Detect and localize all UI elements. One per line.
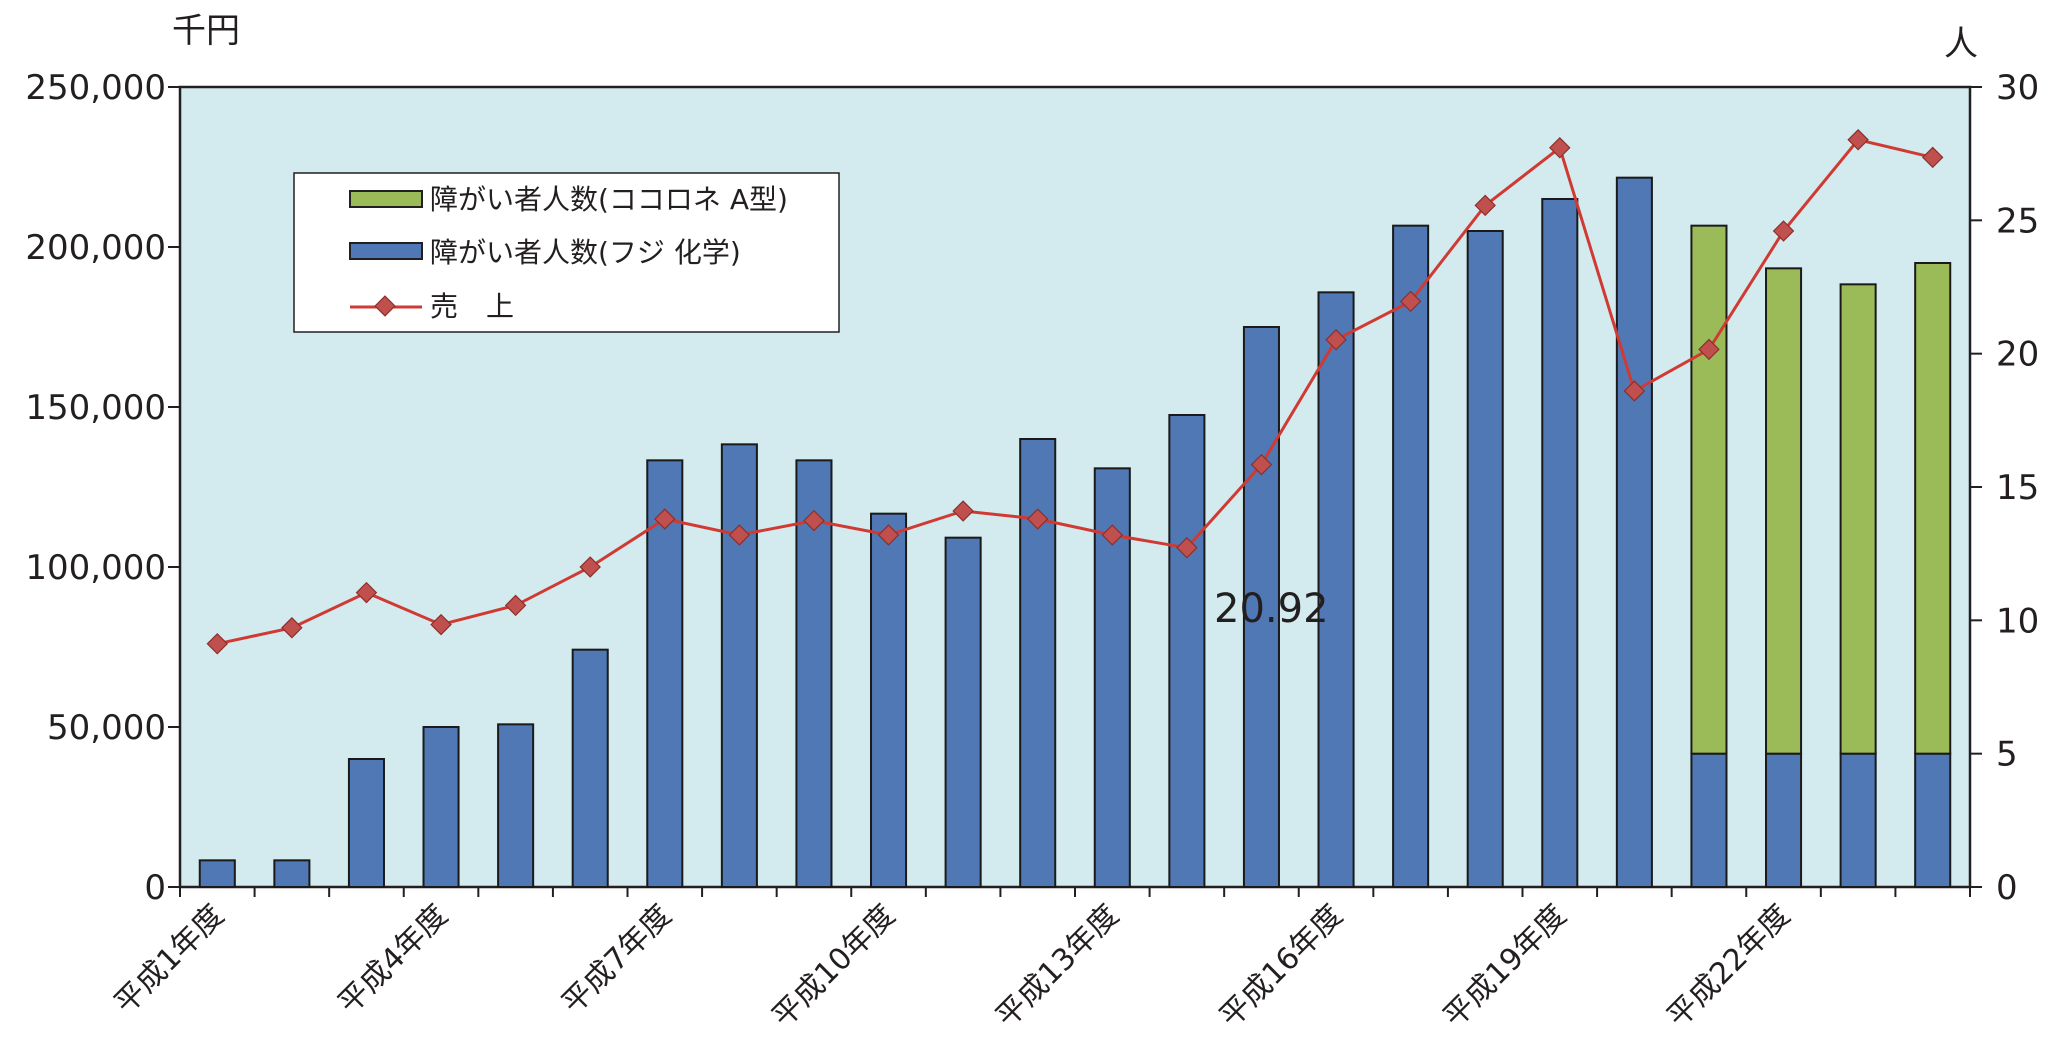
bar-fuji-8	[720, 443, 758, 888]
x-tick-label-16: 平成16年度	[1213, 898, 1350, 1035]
legend-label-sales: 売 上	[430, 290, 514, 323]
sales-point-21	[1698, 338, 1720, 361]
legend-label-kokorone: 障がい者人数(ココロネ A型)	[430, 183, 788, 216]
bar-fuji-1	[198, 859, 236, 888]
bar-kokorone-23	[1839, 283, 1877, 755]
sales-point-14	[1176, 537, 1198, 559]
bar-fuji-9	[795, 459, 833, 888]
bar-fuji-10	[870, 512, 908, 889]
sales-point-19	[1549, 137, 1571, 159]
legend-swatch-fuji	[349, 242, 423, 260]
x-tick-label-22: 平成22年度	[1661, 898, 1798, 1035]
sales-point-13	[1101, 524, 1124, 546]
bar-kokorone-21	[1690, 224, 1728, 755]
sales-point-4	[430, 613, 452, 636]
bar-group	[198, 176, 1952, 889]
bar-kokorone-24	[1914, 262, 1952, 755]
legend-marker-sales	[374, 295, 396, 317]
sales-point-8	[728, 524, 751, 546]
bar-kokorone-22	[1765, 267, 1803, 755]
right-tick-label-4: 20	[1996, 335, 2039, 375]
bar-fuji-19	[1541, 198, 1579, 888]
right-axis: 0 5 10 15 20 25 30	[1970, 68, 2039, 908]
sales-point-18	[1474, 194, 1496, 217]
legend: 障がい者人数(ココロネ A型) 障がい者人数(フジ 化学) 売 上	[293, 172, 840, 333]
sales-line	[216, 138, 1934, 646]
sales-point-17	[1399, 290, 1422, 313]
left-tick-label-5: 250,000	[25, 68, 166, 108]
bar-fuji-5	[497, 723, 535, 888]
sales-point-15	[1250, 453, 1273, 476]
right-tick-label-0: 0	[1996, 868, 2018, 908]
right-tick-label-5: 25	[1996, 201, 2039, 241]
right-axis-unit: 人	[1944, 24, 1978, 64]
sales-point-7	[654, 508, 676, 530]
sales-point-24	[1921, 146, 1944, 169]
sales-point-5	[504, 594, 527, 617]
bar-fuji-12	[1019, 438, 1057, 888]
bar-fuji-23	[1839, 752, 1877, 889]
sales-point-3	[355, 581, 378, 604]
right-tick-label-3: 15	[1996, 468, 2039, 508]
x-axis: 平成1年度 平成4年度 平成7年度 平成10年度 平成13年度 平成16年度 平成19年度平…	[108, 887, 1971, 1035]
sales-point-12	[1026, 508, 1049, 530]
bar-fuji-4	[422, 726, 460, 888]
bar-fuji-24	[1914, 752, 1952, 889]
bar-fuji-15	[1242, 326, 1280, 888]
legend-label-fuji: 障がい者人数(フジ 化学)	[430, 236, 741, 269]
left-tick-label-3: 150,000	[25, 388, 166, 428]
legend-swatch-kokorone	[349, 190, 423, 208]
bar-fuji-21	[1690, 752, 1728, 889]
left-tick-label-4: 200,000	[25, 228, 166, 268]
bar-fuji-11	[944, 536, 982, 889]
bar-fuji-16	[1317, 291, 1355, 889]
bar-fuji-18	[1466, 230, 1504, 888]
sales-point-16	[1325, 329, 1347, 351]
bar-fuji-2	[273, 859, 311, 888]
x-tick-label-1: 平成1年度	[108, 898, 231, 1021]
left-tick-label-1: 50,000	[47, 708, 166, 748]
x-tick-label-13: 平成13年度	[989, 898, 1126, 1035]
bar-fuji-22	[1765, 752, 1803, 889]
sales-point-9	[803, 509, 825, 532]
bar-fuji-20	[1615, 176, 1653, 888]
line-series	[206, 129, 1944, 655]
right-tick-label-6: 30	[1996, 68, 2039, 108]
x-tick-label-7: 平成7年度	[555, 898, 678, 1021]
sales-point-22	[1772, 220, 1795, 242]
sales-point-1	[206, 633, 229, 655]
left-axis: 0 50,000 100,000 150,000 200,000 250,000	[25, 68, 180, 908]
left-axis-unit: 千円	[172, 11, 240, 51]
sales-point-10	[877, 524, 900, 546]
annotation: 20.92	[1214, 586, 1329, 632]
bar-fuji-14	[1168, 414, 1206, 888]
bar-fuji-17	[1392, 224, 1430, 888]
right-tick-label-1: 5	[1996, 735, 2018, 775]
bar-fuji-3	[347, 758, 385, 888]
sales-point-6	[579, 556, 601, 578]
x-tick-label-10: 平成10年度	[766, 898, 903, 1035]
bar-fuji-7	[646, 459, 684, 888]
sales-point-11	[952, 500, 974, 522]
x-tick-label-4: 平成4年度	[332, 898, 455, 1021]
left-tick-label-2: 100,000	[25, 548, 166, 588]
bar-fuji-6	[571, 648, 609, 889]
right-tick-label-2: 10	[1996, 601, 2039, 641]
sales-point-23	[1847, 129, 1869, 151]
x-tick-label-19: 平成19年度	[1437, 898, 1574, 1035]
left-tick-label-0: 0	[144, 868, 166, 908]
sales-point-20	[1623, 380, 1646, 402]
sales-point-2	[281, 617, 303, 639]
